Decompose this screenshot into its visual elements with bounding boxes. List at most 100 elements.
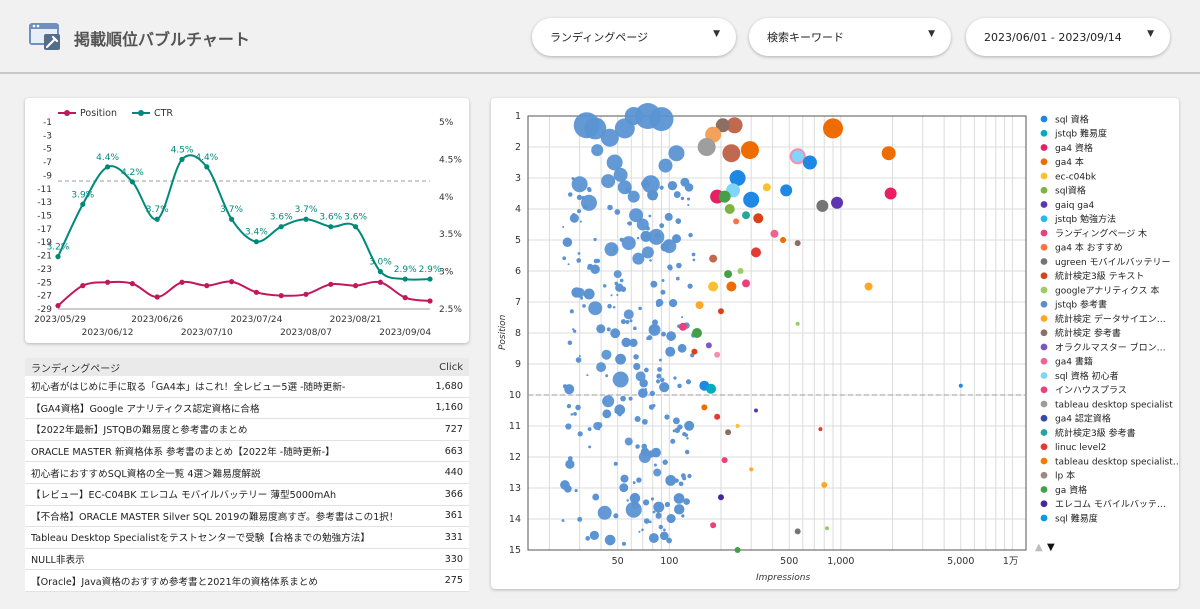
bubble[interactable] <box>629 492 641 504</box>
bubble[interactable] <box>661 278 665 282</box>
bubble[interactable] <box>683 498 690 505</box>
bubble[interactable] <box>724 270 733 279</box>
bubble[interactable] <box>664 212 673 221</box>
legend-item-label[interactable]: sql 難易度 <box>1055 512 1098 524</box>
table-row[interactable]: NULL非表示 330 <box>25 548 469 571</box>
legend-item-label[interactable]: sql資格 <box>1055 185 1086 197</box>
table-row[interactable]: 【不合格】ORACLE MASTER Silver SQL 2019の難易度高す… <box>25 505 469 528</box>
bubble[interactable] <box>743 191 760 208</box>
bubble[interactable] <box>589 530 600 541</box>
bubble[interactable] <box>633 362 641 371</box>
bubble[interactable] <box>641 246 654 259</box>
bubble[interactable] <box>677 343 687 353</box>
bubble[interactable] <box>590 264 600 275</box>
bubble[interactable] <box>662 459 668 465</box>
bubble[interactable] <box>725 429 732 436</box>
bubble[interactable] <box>780 184 793 197</box>
bubble[interactable] <box>636 236 640 240</box>
bubble[interactable] <box>666 239 671 245</box>
bubble[interactable] <box>562 256 567 261</box>
bubble[interactable] <box>629 319 633 323</box>
bubble[interactable] <box>677 424 683 430</box>
bubble[interactable] <box>667 180 678 191</box>
bubble[interactable] <box>665 346 676 357</box>
bubble[interactable] <box>601 349 612 360</box>
bubble[interactable] <box>706 383 717 394</box>
legend-item-label[interactable]: ga4 資格 <box>1055 142 1093 154</box>
bubble[interactable] <box>562 237 573 248</box>
bubble[interactable] <box>653 463 657 467</box>
bubble[interactable] <box>686 197 690 201</box>
bubble[interactable] <box>583 288 595 300</box>
bubble[interactable] <box>666 331 677 341</box>
bubble[interactable] <box>639 379 648 388</box>
bubble[interactable] <box>958 383 963 388</box>
column-header-click[interactable]: Click <box>439 361 463 373</box>
bubble[interactable] <box>648 520 652 524</box>
bubble[interactable] <box>734 547 741 553</box>
bubble[interactable] <box>708 281 719 292</box>
bubble[interactable] <box>613 513 619 519</box>
bubble[interactable] <box>633 326 637 331</box>
legend-item-label[interactable]: lp 本 <box>1055 470 1075 482</box>
bubble[interactable] <box>737 268 744 274</box>
bubble[interactable] <box>597 505 612 520</box>
bubble[interactable] <box>816 199 829 212</box>
bubble[interactable] <box>660 289 666 295</box>
bubble[interactable] <box>587 188 592 193</box>
bubble[interactable] <box>581 196 586 200</box>
bubble[interactable] <box>655 301 662 308</box>
bubble[interactable] <box>649 107 674 132</box>
bubble[interactable] <box>625 320 630 325</box>
bubble[interactable] <box>675 218 682 224</box>
bubble[interactable] <box>612 305 616 309</box>
bubble[interactable] <box>564 484 572 493</box>
bubble[interactable] <box>641 175 660 194</box>
bubble[interactable] <box>572 290 577 294</box>
bubble[interactable] <box>635 444 640 449</box>
bubble[interactable] <box>584 117 607 140</box>
bubble[interactable] <box>726 117 743 134</box>
bubble[interactable] <box>749 467 754 472</box>
bubble[interactable] <box>612 249 616 253</box>
bubble[interactable] <box>575 404 581 411</box>
bubble[interactable] <box>623 309 634 320</box>
bubble[interactable] <box>579 220 582 223</box>
legend-item-label[interactable]: インハウスプラス <box>1055 385 1127 396</box>
legend-item-label[interactable]: エレコム モバイルバッテ… <box>1055 499 1166 510</box>
bubble[interactable] <box>632 481 636 485</box>
bubble[interactable] <box>692 328 703 338</box>
bubble[interactable] <box>610 328 621 339</box>
bubble[interactable] <box>881 146 896 161</box>
bubble[interactable] <box>613 167 628 182</box>
bubble[interactable] <box>567 340 573 346</box>
bubble[interactable] <box>795 321 800 326</box>
bubble[interactable] <box>621 541 627 546</box>
bubble[interactable] <box>641 443 648 450</box>
bubble[interactable] <box>583 204 588 210</box>
bubble[interactable] <box>625 187 632 194</box>
bubble[interactable] <box>619 237 624 242</box>
bubble[interactable] <box>668 299 678 308</box>
bubble[interactable] <box>658 524 664 530</box>
bubble[interactable] <box>658 358 662 362</box>
bubble[interactable] <box>602 395 615 408</box>
bubble[interactable] <box>673 376 677 380</box>
legend-item-label[interactable]: 統計検定3級 参考書 <box>1055 427 1136 439</box>
bubble[interactable] <box>588 445 592 449</box>
bubble[interactable] <box>571 212 576 218</box>
bubble[interactable] <box>691 252 696 257</box>
bubble[interactable] <box>684 420 695 431</box>
bubble[interactable] <box>629 338 638 347</box>
bubble[interactable] <box>577 209 582 214</box>
bubble[interactable] <box>612 371 629 388</box>
bubble[interactable] <box>724 204 735 214</box>
bubble[interactable] <box>650 497 655 501</box>
bubble[interactable] <box>580 296 584 300</box>
bubble[interactable] <box>750 247 761 258</box>
legend-item-label[interactable]: ga4 書籍 <box>1055 356 1093 368</box>
bubble[interactable] <box>593 237 597 242</box>
bubble[interactable] <box>733 218 740 225</box>
bubble[interactable] <box>678 322 687 331</box>
bubble[interactable] <box>658 158 673 173</box>
